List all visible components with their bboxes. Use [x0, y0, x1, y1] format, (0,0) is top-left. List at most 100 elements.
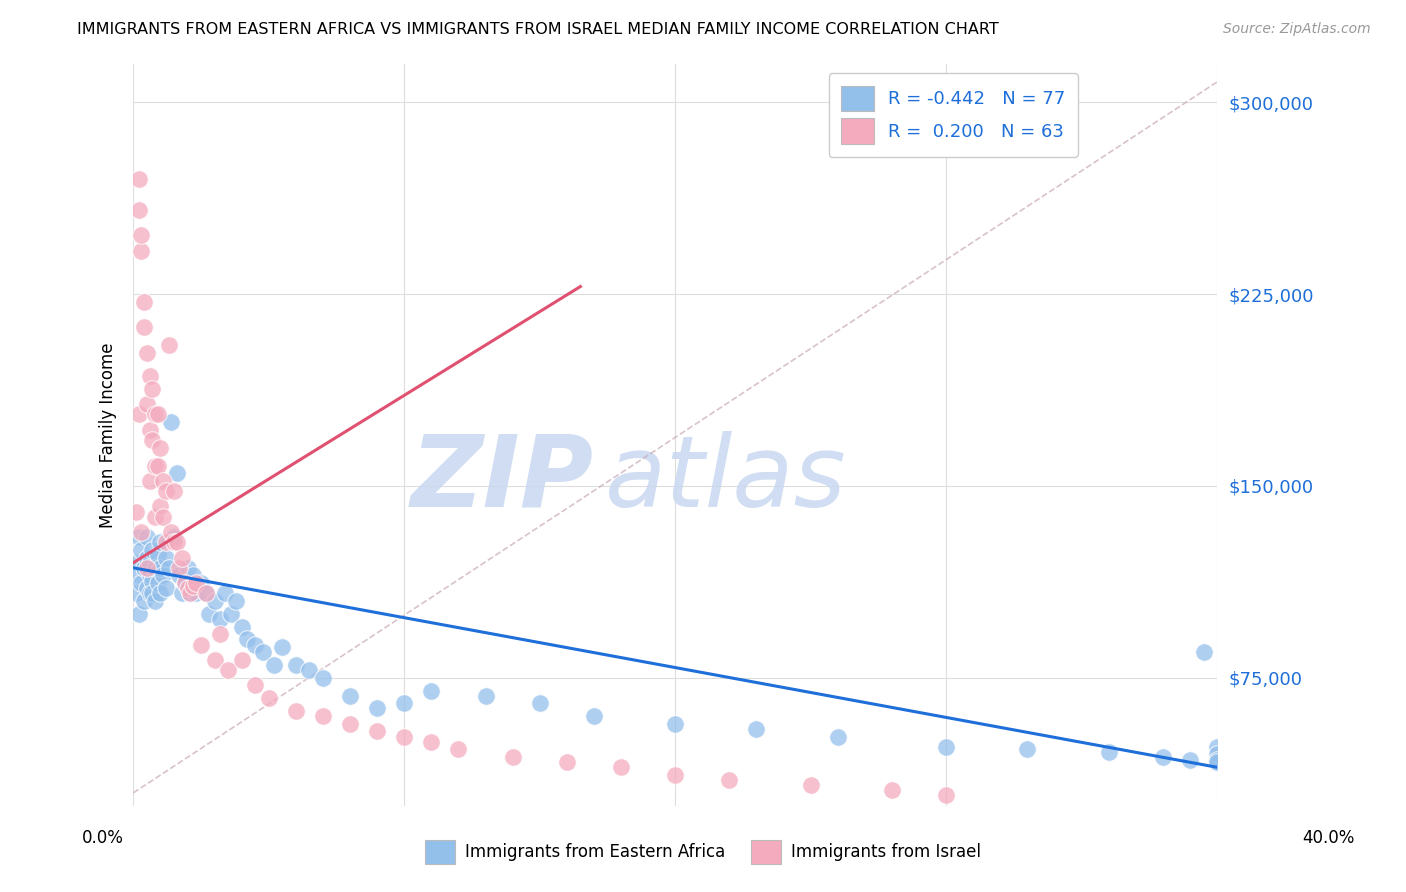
Point	[143, 458, 166, 473]
Point	[131, 576, 153, 591]
Point	[157, 561, 180, 575]
Point	[529, 697, 551, 711]
Point	[195, 586, 218, 600]
Point	[134, 320, 156, 334]
Point	[152, 509, 174, 524]
Point	[173, 576, 195, 591]
Point	[195, 586, 218, 600]
Legend: Immigrants from Eastern Africa, Immigrants from Israel: Immigrants from Eastern Africa, Immigran…	[419, 833, 987, 871]
Point	[366, 701, 388, 715]
Point	[718, 773, 741, 788]
Point	[179, 586, 201, 600]
Point	[160, 415, 183, 429]
Point	[1206, 755, 1229, 769]
Point	[214, 586, 236, 600]
Point	[582, 709, 605, 723]
Point	[163, 535, 186, 549]
Point	[176, 561, 198, 575]
Point	[181, 579, 204, 593]
Point	[271, 640, 294, 654]
Point	[1206, 739, 1229, 754]
Point	[474, 689, 496, 703]
Point	[155, 550, 177, 565]
Point	[172, 550, 194, 565]
Point	[131, 543, 153, 558]
Point	[204, 653, 226, 667]
Point	[134, 294, 156, 309]
Point	[245, 638, 267, 652]
Point	[198, 607, 221, 621]
Point	[1017, 742, 1039, 756]
Point	[143, 509, 166, 524]
Text: ZIP: ZIP	[411, 431, 593, 528]
Point	[184, 586, 207, 600]
Point	[173, 576, 195, 591]
Point	[128, 530, 150, 544]
Point	[257, 691, 280, 706]
Point	[135, 346, 157, 360]
Point	[128, 607, 150, 621]
Point	[176, 582, 198, 596]
Point	[217, 663, 239, 677]
Point	[138, 369, 160, 384]
Point	[155, 582, 177, 596]
Point	[935, 739, 957, 754]
Point	[146, 576, 169, 591]
Point	[284, 704, 307, 718]
Point	[128, 568, 150, 582]
Point	[610, 760, 633, 774]
Point	[143, 561, 166, 575]
Point	[135, 530, 157, 544]
Text: atlas: atlas	[605, 431, 846, 528]
Point	[745, 722, 768, 736]
Point	[339, 716, 361, 731]
Point	[166, 467, 188, 481]
Point	[800, 778, 823, 792]
Point	[160, 524, 183, 539]
Point	[394, 730, 416, 744]
Legend: R = -0.442   N = 77, R =  0.200   N = 63: R = -0.442 N = 77, R = 0.200 N = 63	[828, 73, 1078, 157]
Point	[146, 408, 169, 422]
Point	[141, 574, 163, 588]
Point	[219, 607, 242, 621]
Point	[312, 709, 335, 723]
Point	[184, 576, 207, 591]
Point	[125, 556, 148, 570]
Point	[1098, 745, 1121, 759]
Point	[236, 632, 259, 647]
Point	[284, 658, 307, 673]
Point	[447, 742, 470, 756]
Point	[149, 586, 172, 600]
Point	[149, 500, 172, 514]
Point	[128, 172, 150, 186]
Point	[134, 561, 156, 575]
Point	[138, 568, 160, 582]
Point	[298, 663, 321, 677]
Point	[502, 750, 524, 764]
Point	[138, 556, 160, 570]
Point	[208, 612, 231, 626]
Point	[138, 586, 160, 600]
Point	[128, 408, 150, 422]
Point	[131, 244, 153, 258]
Point	[135, 550, 157, 565]
Point	[143, 594, 166, 608]
Point	[1206, 755, 1229, 769]
Point	[138, 423, 160, 437]
Text: 40.0%: 40.0%	[1302, 829, 1355, 847]
Point	[420, 735, 443, 749]
Point	[1206, 753, 1229, 767]
Text: Source: ZipAtlas.com: Source: ZipAtlas.com	[1223, 22, 1371, 37]
Point	[143, 408, 166, 422]
Text: 0.0%: 0.0%	[82, 829, 124, 847]
Point	[339, 689, 361, 703]
Point	[231, 653, 253, 667]
Point	[190, 576, 212, 591]
Point	[138, 474, 160, 488]
Point	[1206, 747, 1229, 762]
Point	[245, 678, 267, 692]
Point	[664, 716, 686, 731]
Point	[1152, 750, 1174, 764]
Point	[252, 645, 274, 659]
Point	[263, 658, 285, 673]
